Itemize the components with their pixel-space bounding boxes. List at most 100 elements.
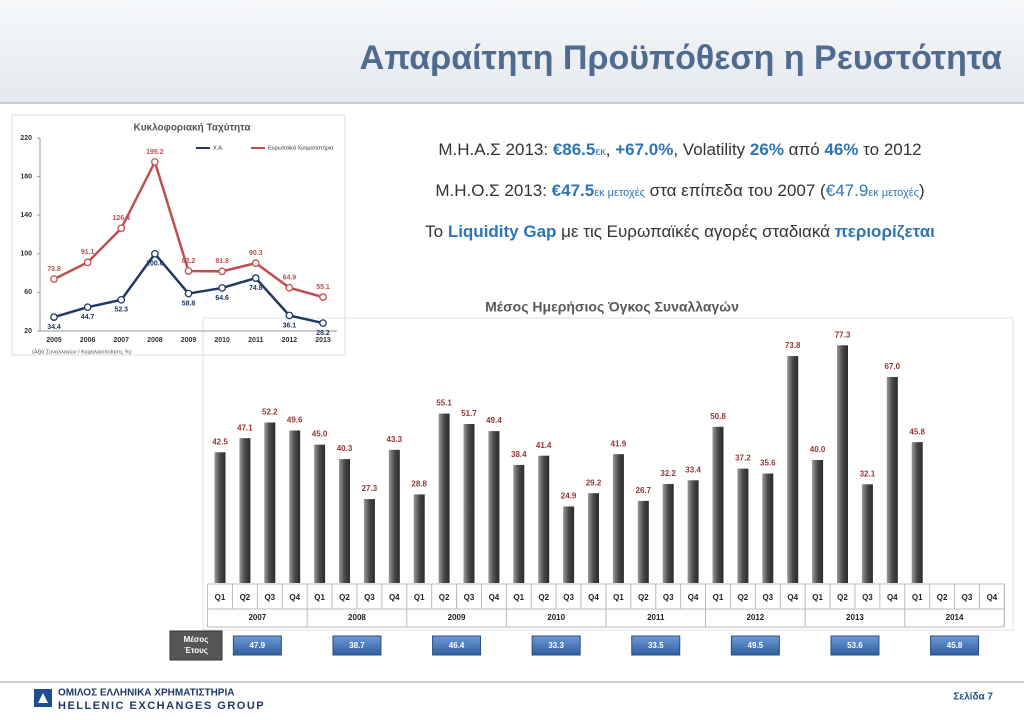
highlight-segment: εκ μετοχές: [594, 187, 645, 199]
average-box: [232, 635, 282, 656]
value-label: 38.4: [511, 450, 527, 459]
highlight-segment: 46%: [824, 140, 859, 159]
bar: [861, 484, 873, 583]
bar: [214, 452, 226, 583]
value-label: 126.4: [112, 215, 130, 222]
value-label: 100.0: [146, 261, 164, 268]
value-label: 55.1: [316, 284, 330, 291]
value-label: 35.6: [760, 459, 776, 468]
point: [319, 319, 327, 327]
chart2-frame: [202, 317, 1014, 631]
bar: [363, 499, 375, 583]
highlight-segment: ,: [605, 140, 616, 159]
value-label: 64.9: [283, 275, 297, 282]
point: [83, 258, 92, 267]
x-tick-label: Q2: [638, 593, 649, 602]
value-label: 44.7: [81, 314, 95, 321]
point: [285, 283, 294, 292]
average-box: [730, 635, 780, 656]
x-tick-label: Q3: [563, 593, 574, 602]
average-value: 53.6: [847, 641, 863, 650]
bar: [687, 480, 699, 583]
x-tick-label: Q4: [289, 593, 300, 602]
highlight-segment: €86.5: [552, 140, 596, 159]
value-label: 195.2: [146, 149, 164, 156]
highlight-segment: στα επίπεδα του 2007 (: [644, 181, 826, 200]
point: [218, 284, 226, 292]
x-tick-label: 2013: [315, 337, 331, 344]
highlight-segment: Liquidity Gap: [447, 222, 557, 241]
y-tick-label: 60: [24, 289, 32, 296]
point: [50, 275, 58, 283]
bar: [289, 430, 301, 583]
bar: [662, 483, 674, 583]
company-gr: ΟΜΙΛΟΣ ΕΛΛΗΝΙΚΑ ΧΡΗΜΑΤΙΣΤΗΡΙΑ: [58, 688, 234, 699]
point: [251, 259, 260, 268]
average-box: [432, 635, 482, 656]
value-label: 28.8: [411, 480, 427, 489]
x-tick-label: Q2: [937, 593, 948, 602]
value-label: 51.7: [461, 409, 477, 418]
group-label: 2008: [348, 613, 366, 622]
highlight-line: Το Liquidity Gap με τις Ευρωπαϊκές αγορέ…: [360, 222, 1000, 242]
highlight-segment: περιορίζεται: [834, 222, 935, 241]
average-value: 45.8: [947, 641, 963, 650]
bar: [463, 424, 475, 583]
point: [218, 267, 226, 276]
bar: [588, 493, 599, 583]
x-tick-label: Q3: [464, 593, 475, 602]
x-tick-label: Q4: [987, 593, 998, 602]
point: [151, 249, 159, 258]
y-tick-label: 180: [20, 173, 32, 180]
logo-mark: [38, 693, 48, 703]
highlight-segment: ): [918, 181, 925, 200]
point: [117, 224, 126, 233]
value-label: 24.9: [561, 492, 577, 501]
highlight-segment: , Volatility: [673, 140, 750, 159]
average-box: [830, 635, 880, 656]
average-label: Μέσος: [184, 635, 209, 644]
chart-note: (Αξία Συναλλαγών / Κεφαλαιοποίηση, %): [32, 348, 132, 355]
x-tick-label: 2011: [248, 337, 263, 344]
group-label: 2013: [846, 613, 864, 622]
bar: [612, 454, 624, 583]
point: [285, 311, 294, 320]
highlight-segment: με τις Ευρωπαϊκές αγορές σταδιακά: [556, 222, 835, 241]
point: [151, 158, 159, 166]
x-tick-label: Q3: [862, 593, 873, 602]
highlight-segment: εκ μετοχές: [868, 187, 919, 199]
average-box: [531, 635, 581, 656]
x-tick-label: Q4: [389, 593, 400, 602]
x-tick-label: Q1: [414, 593, 425, 602]
point: [50, 313, 58, 321]
x-tick-label: Q1: [812, 593, 823, 602]
bar: [762, 473, 774, 583]
value-label: 42.5: [212, 437, 228, 446]
point: [251, 274, 260, 282]
average-label-box: [169, 630, 223, 661]
bar: [513, 464, 525, 583]
x-tick-label: 2008: [147, 337, 163, 344]
bar: [538, 455, 550, 583]
average-value: 47.9: [250, 641, 266, 650]
value-label: 37.2: [735, 454, 751, 463]
value-label: 28.2: [316, 330, 330, 337]
x-tick-label: Q3: [762, 593, 773, 602]
value-label: 43.3: [387, 435, 403, 444]
average-value: 33.3: [548, 641, 564, 650]
y-tick-label: 220: [20, 135, 32, 142]
value-label: 29.2: [586, 478, 602, 487]
x-tick-label: Q1: [912, 593, 923, 602]
x-tick-label: Q3: [663, 593, 674, 602]
y-tick-label: 140: [20, 212, 32, 219]
value-label: 33.4: [685, 465, 701, 474]
value-label: 73.8: [47, 266, 61, 273]
bar: [488, 431, 500, 583]
x-tick-label: Q2: [339, 593, 350, 602]
highlight-segment: Το: [425, 222, 448, 241]
x-tick-label: 2009: [181, 337, 197, 344]
x-tick-label: 2010: [214, 337, 230, 344]
x-tick-label: Q4: [688, 593, 699, 602]
value-label: 74.8: [249, 285, 263, 292]
